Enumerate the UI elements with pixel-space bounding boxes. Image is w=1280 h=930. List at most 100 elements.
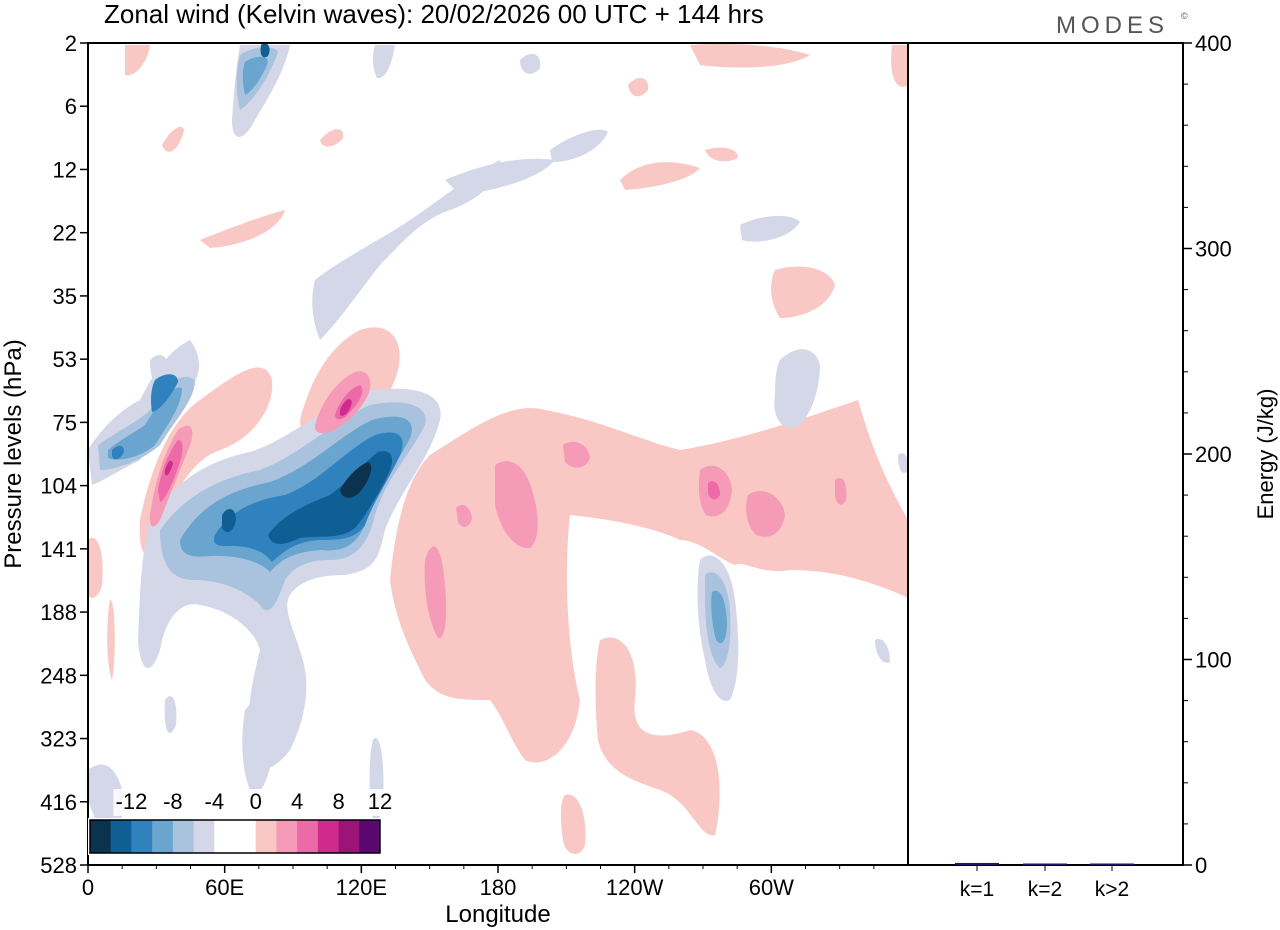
energy-category-label: k>2 [1095, 878, 1129, 901]
colorbar-swatch [193, 820, 215, 853]
contour-negative-4 [164, 696, 177, 733]
colorbar-label: 4 [291, 789, 303, 814]
energy-tick-label: 200 [1195, 442, 1232, 467]
colorbar-swatch [172, 820, 195, 853]
colorbar-swatch [297, 820, 319, 853]
colorbar-label: 8 [332, 789, 344, 814]
contour-positive-10 [340, 399, 352, 416]
y-tick-label: 323 [40, 727, 77, 752]
colorbar-label-bg [113, 789, 150, 816]
contour-positive-4 [620, 162, 700, 190]
colorbar-swatch [110, 820, 132, 853]
y-tick-label: 416 [40, 790, 77, 815]
heatmap-panel [88, 43, 908, 865]
energy-axis-label: Energy (J/kg) [1253, 389, 1278, 520]
x-axis-label: Longitude [445, 901, 550, 928]
contour-positive-4 [628, 78, 649, 97]
colorbar-label-bg [362, 789, 398, 816]
energy-bar [1090, 863, 1134, 865]
contour-positive-6 [456, 505, 472, 527]
contour-positive-6 [495, 461, 538, 549]
contour-negative-4 [372, 45, 395, 79]
energy-bars: k=1 k=2 k>2 [955, 862, 1134, 901]
contour-negative-4 [875, 639, 890, 663]
colorbar-swatch [359, 820, 381, 853]
colorbar-frame [89, 819, 381, 854]
energy-tick-label: 100 [1195, 648, 1232, 673]
colorbar-label-bg [237, 789, 274, 816]
contour-negative-4 [312, 160, 501, 340]
contour-positive-4 [690, 43, 810, 68]
contour-negative-8 [711, 590, 727, 644]
contour-positive-4 [320, 129, 344, 147]
contour-negative-4 [520, 53, 541, 74]
y-tick-label: 188 [40, 600, 77, 625]
contour-positive-6 [563, 441, 590, 468]
energy-category-label: k=2 [1028, 878, 1062, 901]
energy-bar [1023, 863, 1067, 865]
contour-positive-4 [771, 266, 835, 318]
contour-positive-4 [162, 126, 184, 152]
colorbar-label: 0 [250, 789, 262, 814]
colorbar-label-bg [154, 789, 191, 816]
x-tick-label: 60W [749, 875, 794, 900]
x-tick-label: 120E [336, 875, 387, 900]
y-tick-label: 6 [65, 94, 77, 119]
brand-logo: MODES [1056, 12, 1169, 39]
colorbar-swatch [90, 820, 112, 853]
colorbar: -12 -8 -4 0 4 8 12 [88, 789, 398, 855]
energy-category-label: k=1 [960, 878, 994, 901]
contour-negative-10 [151, 374, 178, 412]
y-tick-label: 2 [65, 31, 77, 56]
colorbar-swatch [276, 820, 298, 853]
colorbar-label: -4 [205, 789, 225, 814]
x-axis: 0 60E 120E 180 120W 60W [82, 865, 875, 900]
colorbar-label: -8 [163, 789, 183, 814]
colorbar-swatch [317, 820, 340, 853]
contour-positive-4 [595, 637, 720, 836]
contour-positive-4 [139, 367, 273, 554]
contour-positive-4 [200, 210, 285, 248]
y-tick-label: 12 [53, 157, 77, 182]
contour-positive-4 [560, 794, 586, 855]
contour-positive-6 [746, 491, 785, 537]
contour-negative-4 [740, 215, 800, 242]
colorbar-swatch [338, 820, 360, 853]
contour-negative-10 [213, 432, 403, 562]
energy-frame [907, 42, 1184, 866]
contour-positive-6 [835, 478, 847, 505]
colorbar-label-bg [196, 789, 233, 816]
contour-positive-10 [165, 460, 173, 476]
contour-negative-8 [242, 56, 268, 95]
contour-positive-8 [708, 481, 720, 500]
y-tick-label: 75 [53, 410, 77, 435]
contour-positive-4 [891, 45, 908, 87]
contour-positive-4 [107, 600, 115, 680]
x-tick-label: 120W [606, 875, 664, 900]
y-axis-label: Pressure levels (hPa) [0, 339, 27, 568]
contour-negative-4 [774, 349, 820, 429]
contour-negative-8 [108, 387, 182, 460]
y-axis: 2 6 12 22 35 53 75 104 141 188 248 323 416 528 [40, 31, 88, 878]
y-tick-label: 53 [53, 347, 77, 372]
contour-negative-10 [112, 445, 124, 460]
contour-negative-12 [260, 43, 270, 58]
y-tick-label: 248 [40, 663, 77, 688]
contour-positive-4 [88, 537, 103, 598]
contour-negative-14 [340, 462, 372, 498]
contour-positive-4 [125, 45, 150, 76]
x-tick-label: 180 [480, 875, 517, 900]
contour-negative-4 [898, 453, 908, 474]
y-tick-label: 35 [53, 284, 77, 309]
energy-y-axis: 0 100 200 300 400 [1183, 31, 1232, 878]
colorbar-label-bg [320, 789, 357, 816]
energy-bar [955, 862, 999, 865]
y-tick-label: 22 [53, 221, 77, 246]
colorbar-label: 12 [368, 789, 392, 814]
colorbar-swatch [255, 820, 277, 853]
y-tick-label: 528 [40, 853, 77, 878]
contour-negative-4 [550, 129, 608, 162]
chart-title: Zonal wind (Kelvin waves): 20/02/2026 00… [104, 0, 764, 29]
colorbar-label-bg [279, 789, 316, 816]
